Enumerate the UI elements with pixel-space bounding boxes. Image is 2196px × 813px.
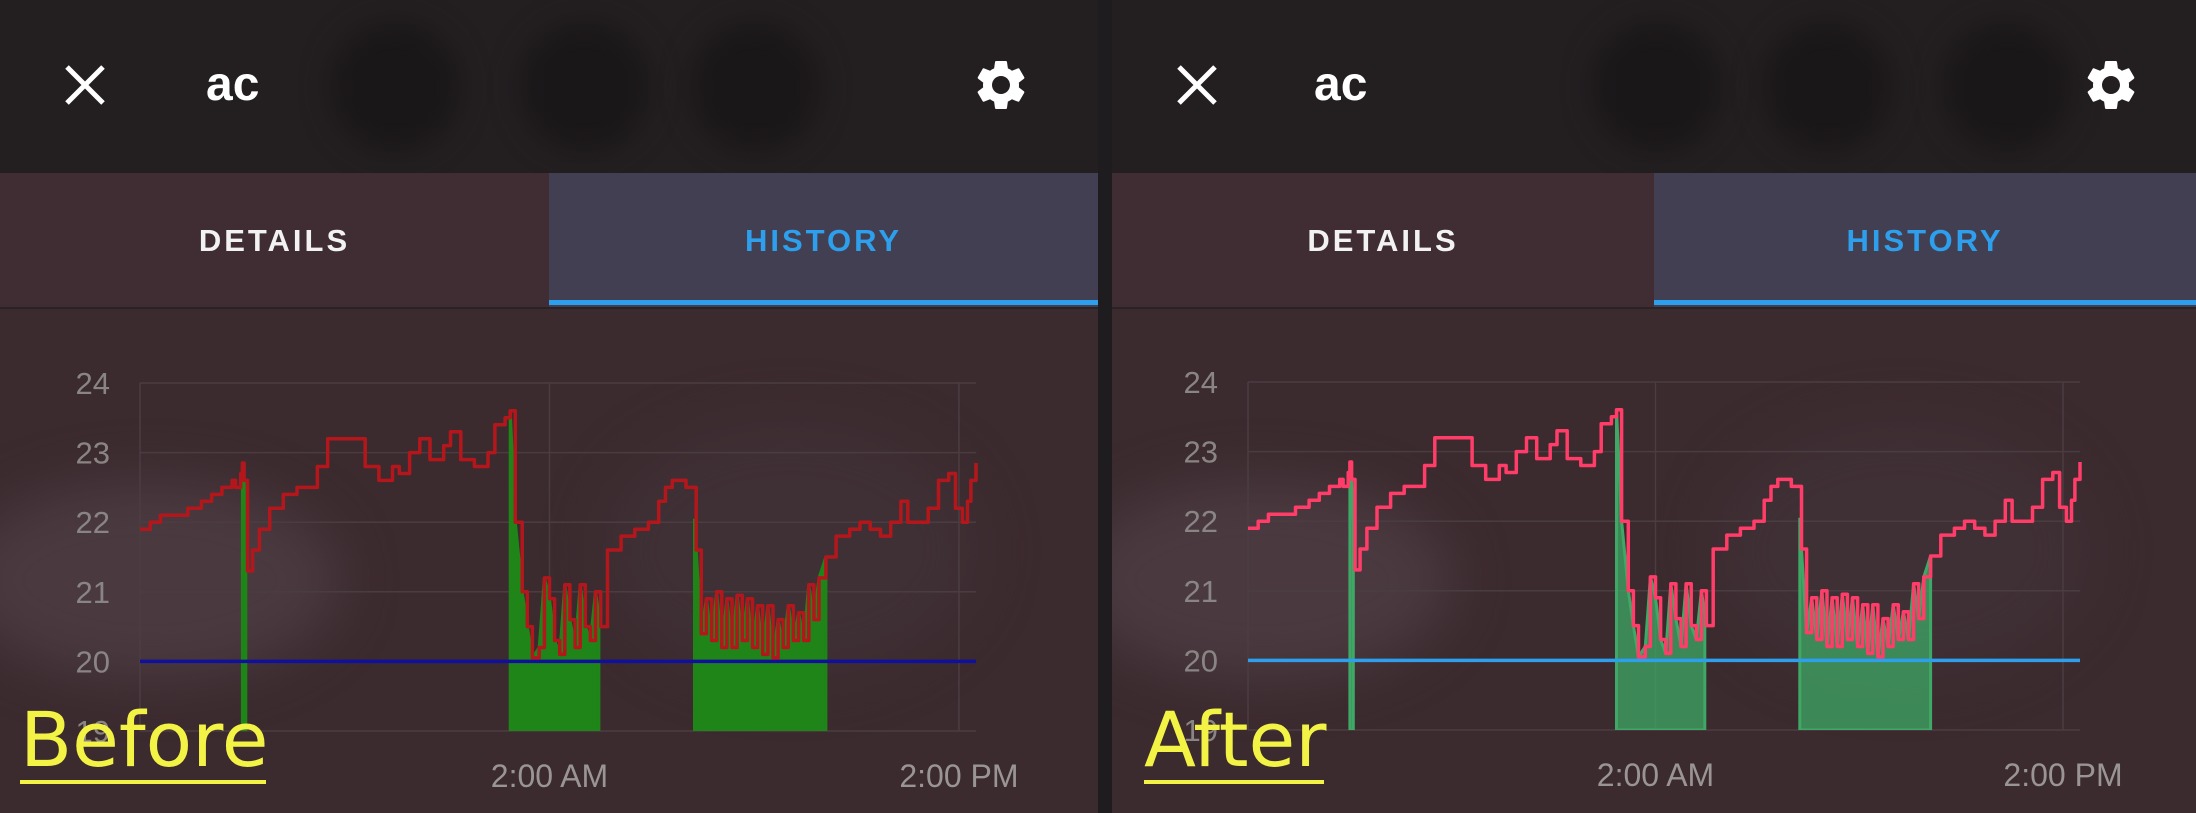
background-blur: [1942, 22, 2072, 152]
close-button[interactable]: [1156, 44, 1238, 126]
temperature-line: [1248, 408, 2082, 659]
tab-divider: [0, 307, 1098, 309]
background-blur: [0, 480, 340, 680]
tab-bar: DETAILS HISTORY: [1112, 173, 2196, 309]
y-tick-label: 22: [1184, 504, 1218, 539]
history-chart-svg: 19 20 21 22 23 24 2:00 AM 2:00 PM: [76, 366, 1019, 794]
x-tick-label: 2:00 PM: [2003, 757, 2122, 793]
dialog-title: ac: [206, 58, 260, 111]
dialog-header: ac: [1112, 0, 2196, 173]
caption-underline: [20, 780, 266, 784]
gear-icon: [977, 60, 1025, 109]
close-icon: [1177, 65, 1217, 105]
close-icon: [65, 65, 105, 105]
y-tick-label: 20: [1184, 643, 1218, 678]
background-blur: [330, 22, 460, 152]
background-blur: [1762, 22, 1892, 152]
heating-area: [1798, 517, 1933, 730]
dialog-header: ac: [0, 0, 1098, 173]
y-tick-label: 20: [76, 644, 110, 679]
tab-divider: [1112, 307, 2196, 309]
y-tick-label: 21: [76, 575, 110, 610]
tab-details[interactable]: DETAILS: [0, 173, 549, 309]
y-tick-label: 24: [76, 366, 110, 401]
temperature-line: [140, 409, 978, 660]
tab-details[interactable]: DETAILS: [1112, 173, 1654, 309]
tab-history[interactable]: HISTORY: [549, 173, 1098, 309]
tab-history[interactable]: HISTORY: [1654, 173, 2196, 309]
tab-bar: DETAILS HISTORY: [0, 173, 1098, 309]
caption-underline: [1144, 780, 1324, 784]
plot-area: [1248, 408, 2082, 730]
y-tick-label: 23: [76, 436, 110, 471]
heating-area: [693, 518, 828, 731]
history-chart: 19 20 21 22 23 24 2:00 AM 2:00 PM: [0, 309, 1098, 813]
gear-icon: [2087, 60, 2135, 109]
after-caption: After: [1144, 695, 1327, 784]
x-tick-label: 2:00 PM: [899, 758, 1018, 794]
y-tick-label: 19: [1184, 713, 1218, 748]
y-tick-label: 22: [76, 505, 110, 540]
x-tick-label: 2:00 AM: [1597, 757, 1714, 793]
heating-area: [1348, 461, 1355, 730]
y-tick-label: 23: [1184, 435, 1218, 470]
heating-area: [240, 462, 248, 731]
close-button[interactable]: [44, 44, 126, 126]
dialog-title: ac: [1314, 58, 1368, 111]
y-tick-label: 21: [1184, 574, 1218, 609]
panel-divider: [1098, 0, 1112, 813]
y-tick-label: 19: [76, 714, 110, 749]
settings-button[interactable]: [2070, 44, 2152, 126]
plot-area: [140, 409, 978, 731]
background-blur: [690, 22, 820, 152]
history-chart: 19 20 21 22 23 24 2:00 AM 2:00 PM: [1112, 309, 2196, 813]
x-tick-label: 2:00 AM: [491, 758, 608, 794]
y-tick-label: 24: [1184, 365, 1218, 400]
settings-button[interactable]: [960, 44, 1042, 126]
background-blur: [520, 22, 650, 152]
history-chart-svg: 19 20 21 22 23 24 2:00 AM 2:00 PM: [1184, 365, 2123, 793]
before-panel: ac DETAILS HISTORY 19 20 21 22 23 24 2:00 AM 2:…: [0, 0, 1098, 813]
background-blur: [1592, 22, 1722, 152]
after-panel: ac DETAILS HISTORY 19 20 21 22 23 24 2:00 AM 2:…: [1112, 0, 2196, 813]
before-caption: Before: [20, 695, 269, 784]
